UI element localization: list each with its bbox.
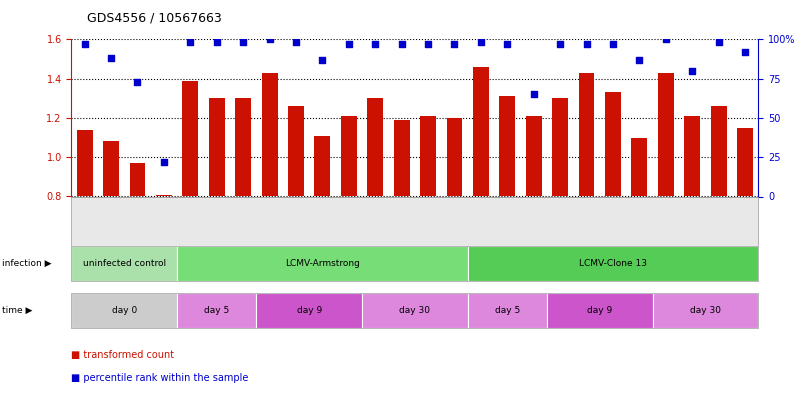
Bar <box>552 98 568 196</box>
Point <box>131 79 144 85</box>
Text: uninfected control: uninfected control <box>83 259 166 268</box>
Bar <box>711 106 727 196</box>
Text: day 30: day 30 <box>690 306 721 315</box>
Point <box>633 57 646 63</box>
Bar <box>209 98 225 196</box>
Point <box>316 57 329 63</box>
Text: day 9: day 9 <box>587 306 612 315</box>
Point <box>184 39 197 46</box>
Point <box>580 41 593 47</box>
Bar <box>579 73 595 196</box>
Point <box>475 39 488 46</box>
Bar <box>605 92 621 196</box>
Bar <box>526 116 542 196</box>
Point <box>607 41 619 47</box>
Point <box>686 68 699 74</box>
Point <box>448 41 461 47</box>
Text: LCMV-Clone 13: LCMV-Clone 13 <box>579 259 647 268</box>
Bar <box>235 98 251 196</box>
Bar <box>368 98 384 196</box>
Text: ■ transformed count: ■ transformed count <box>71 350 175 360</box>
Point <box>527 91 540 97</box>
Text: infection ▶: infection ▶ <box>2 259 51 268</box>
Point <box>395 41 408 47</box>
Bar <box>394 120 410 196</box>
Text: day 0: day 0 <box>112 306 137 315</box>
Bar <box>262 73 278 196</box>
Bar <box>77 130 93 196</box>
Bar <box>103 141 119 196</box>
Bar <box>288 106 304 196</box>
Bar <box>156 195 172 196</box>
Point <box>553 41 566 47</box>
Text: ■ percentile rank within the sample: ■ percentile rank within the sample <box>71 373 249 383</box>
Bar <box>129 163 145 196</box>
Point <box>501 41 514 47</box>
Point <box>237 39 249 46</box>
Bar <box>420 116 436 196</box>
Point <box>157 159 170 165</box>
Bar <box>737 128 753 196</box>
Bar <box>658 73 674 196</box>
Point <box>738 49 751 55</box>
Point <box>422 41 434 47</box>
Bar <box>473 67 489 196</box>
Point <box>210 39 223 46</box>
Text: day 5: day 5 <box>495 306 520 315</box>
Bar <box>446 118 462 196</box>
Bar <box>499 96 515 196</box>
Point <box>660 36 673 42</box>
Bar <box>631 138 647 196</box>
Point <box>712 39 725 46</box>
Text: LCMV-Armstrong: LCMV-Armstrong <box>285 259 360 268</box>
Text: time ▶: time ▶ <box>2 306 32 315</box>
Point <box>369 41 382 47</box>
Point <box>79 41 91 47</box>
Point <box>264 36 276 42</box>
Bar <box>183 81 198 196</box>
Text: day 30: day 30 <box>399 306 430 315</box>
Point <box>105 55 118 61</box>
Text: GDS4556 / 10567663: GDS4556 / 10567663 <box>87 12 222 25</box>
Point <box>342 41 355 47</box>
Point <box>290 39 303 46</box>
Bar <box>341 116 357 196</box>
Bar <box>684 116 700 196</box>
Text: day 5: day 5 <box>204 306 229 315</box>
Text: day 9: day 9 <box>297 306 322 315</box>
Bar <box>314 136 330 196</box>
